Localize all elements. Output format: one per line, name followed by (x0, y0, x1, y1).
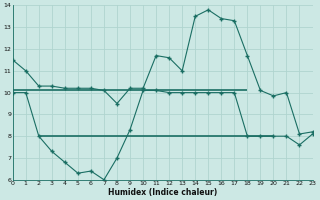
X-axis label: Humidex (Indice chaleur): Humidex (Indice chaleur) (108, 188, 217, 197)
